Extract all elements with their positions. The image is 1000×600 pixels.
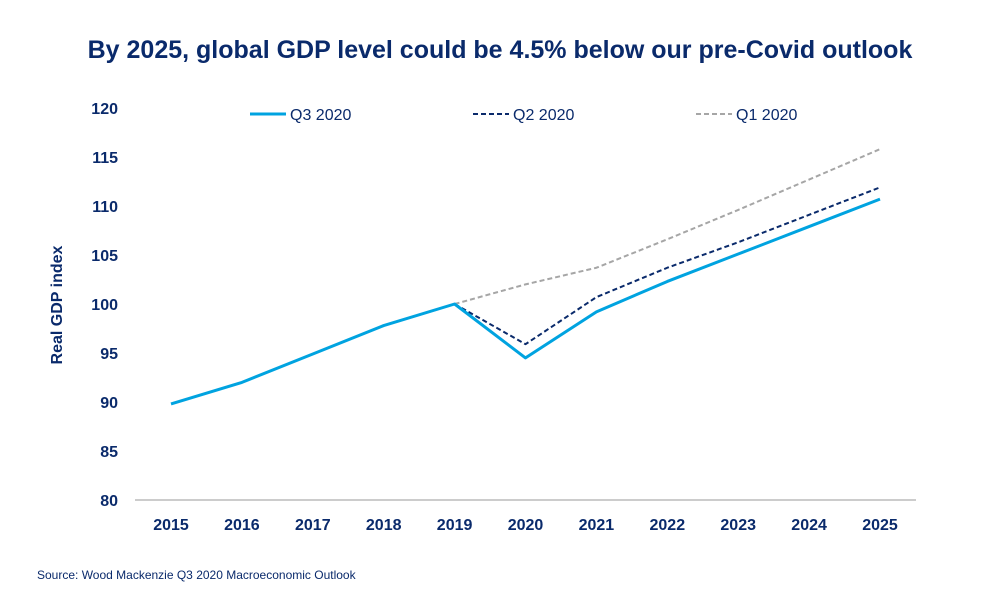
series-line-q2-2020 <box>454 186 881 346</box>
legend-label: Q1 2020 <box>736 107 797 124</box>
y-tick-label: 85 <box>100 444 118 461</box>
y-tick-label: 105 <box>91 248 118 265</box>
series-line-q1-2020 <box>454 148 881 305</box>
y-tick-label: 90 <box>100 395 118 412</box>
x-tick-label: 2015 <box>153 517 189 534</box>
y-tick-label: 120 <box>91 101 118 118</box>
y-tick-label: 95 <box>100 346 118 363</box>
x-tick-label: 2023 <box>720 517 756 534</box>
y-tick-label: 115 <box>92 150 118 167</box>
x-tick-label: 2022 <box>650 517 686 534</box>
x-tick-label: 2019 <box>437 517 473 534</box>
y-tick-label: 100 <box>91 297 118 314</box>
x-tick-label: 2017 <box>295 517 331 534</box>
chart-title: By 2025, global GDP level could be 4.5% … <box>87 36 913 64</box>
x-tick-label: 2021 <box>579 517 615 534</box>
x-tick-label: 2018 <box>366 517 402 534</box>
x-tick-label: 2020 <box>508 517 544 534</box>
x-tick-label: 2016 <box>224 517 260 534</box>
legend-label: Q2 2020 <box>513 107 574 124</box>
y-axis-label: Real GDP index <box>49 245 66 364</box>
y-tick-label: 80 <box>100 493 118 510</box>
x-tick-label: 2025 <box>862 517 898 534</box>
legend-label: Q3 2020 <box>290 107 351 124</box>
y-tick-label: 110 <box>92 199 118 216</box>
x-tick-label: 2024 <box>791 517 827 534</box>
series-line-q3-2020 <box>170 197 881 406</box>
source-note: Source: Wood Mackenzie Q3 2020 Macroecon… <box>37 568 356 582</box>
